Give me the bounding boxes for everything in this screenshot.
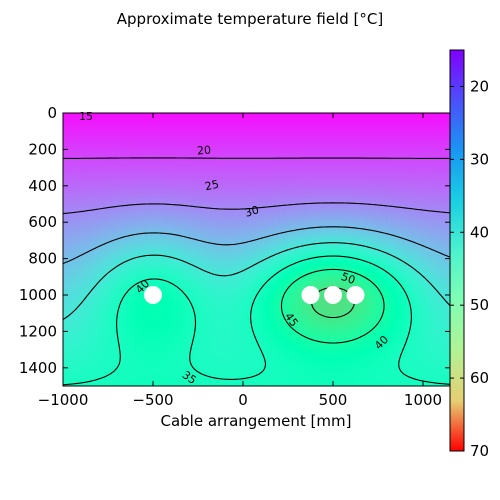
x-tick-label: 1000 bbox=[404, 391, 442, 409]
y-axis-ticks: 0 200 400 600 800 1000 1200 1400 bbox=[19, 104, 450, 377]
y-tick-label: 1400 bbox=[19, 359, 57, 377]
cable-markers bbox=[144, 286, 365, 304]
cable-marker bbox=[301, 286, 320, 304]
y-tick-label: 400 bbox=[28, 177, 57, 195]
cable-marker bbox=[324, 286, 342, 304]
x-tick-label: 500 bbox=[319, 391, 348, 409]
contour-line-40 bbox=[63, 255, 450, 386]
x-tick-label: −500 bbox=[132, 391, 173, 409]
contour-label: 25 bbox=[204, 178, 220, 194]
contour-line-25 bbox=[63, 202, 450, 215]
y-tick-label: 0 bbox=[47, 104, 57, 122]
colorbar-tick-label: 60 bbox=[470, 369, 489, 387]
x-axis-ticks: −1000 −500 0 500 1000 bbox=[38, 113, 442, 409]
contour-label: 30 bbox=[243, 203, 260, 219]
cable-marker bbox=[346, 286, 365, 304]
colorbar-gradient bbox=[449, 49, 465, 452]
colorbar-tick-label: 40 bbox=[470, 223, 489, 241]
colorbar-tick-label: 20 bbox=[470, 77, 489, 95]
contour-label: 20 bbox=[197, 144, 212, 158]
contour-label: 15 bbox=[79, 110, 93, 123]
contour-line-35 bbox=[63, 242, 450, 320]
x-tick-label: −1000 bbox=[38, 391, 89, 409]
y-tick-label: 800 bbox=[28, 250, 57, 268]
chart-title: Approximate temperature field [°C] bbox=[117, 10, 383, 28]
colorbar-ticks: 20 30 40 50 60 70 bbox=[450, 77, 489, 460]
cable-marker bbox=[144, 286, 162, 304]
contour-line-30 bbox=[63, 226, 450, 265]
contour-line-45 bbox=[280, 268, 385, 344]
x-tick-label: 0 bbox=[238, 391, 248, 409]
colorbar: 20 30 40 50 60 70 bbox=[449, 49, 489, 460]
contour-line-20 bbox=[63, 157, 450, 160]
y-tick-label: 1000 bbox=[19, 286, 57, 304]
heatmap-image bbox=[63, 113, 450, 386]
contour-lines bbox=[63, 157, 450, 386]
colorbar-tick-label: 70 bbox=[470, 442, 489, 460]
colorbar-tick-label: 50 bbox=[470, 296, 489, 314]
y-tick-label: 600 bbox=[28, 213, 57, 231]
x-axis-label: Cable arrangement [mm] bbox=[161, 412, 352, 430]
contour-label: 50 bbox=[339, 270, 357, 287]
colorbar-tick-label: 30 bbox=[470, 150, 489, 168]
y-tick-label: 1200 bbox=[19, 322, 57, 340]
y-tick-label: 200 bbox=[28, 140, 57, 158]
